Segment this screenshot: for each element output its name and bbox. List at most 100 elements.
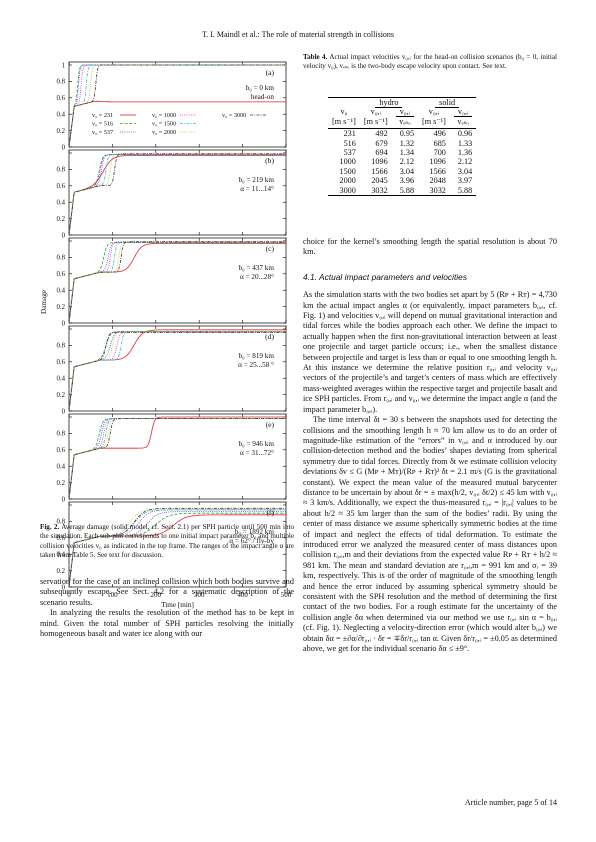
table-cell: 496 (433, 129, 446, 139)
table-row: 537 694 1.34 700 1.36 (328, 148, 476, 157)
damage-series-line (68, 418, 286, 500)
y-tick-label: 0.6 (57, 271, 66, 278)
y-tick-label: 0.8 (57, 255, 66, 262)
damage-series-line (68, 331, 286, 412)
table-cell: 1.33 (457, 138, 473, 148)
x-axis-label: Time [min] (161, 601, 194, 609)
left-column-body: servation for the case of an inclined co… (40, 577, 294, 639)
table-row: 516 679 1.32 685 1.33 (328, 139, 476, 148)
y-tick-label: 0.4 (57, 200, 66, 207)
table-cell: 700 (433, 148, 446, 158)
panel-letter: (d) (265, 332, 274, 341)
x-tick-label: 400 (237, 591, 248, 599)
table-caption-text: Actual impact velocities v₀,ᵢ for the he… (303, 53, 557, 71)
y-tick-label: 0.8 (57, 79, 66, 86)
table-cell: 2045 (371, 176, 388, 186)
damage-panel: 0 0.2 0.4 0.6 0.8 (e) b₀ = 946 kmα = 31...72° (57, 413, 287, 503)
damage-series-line (68, 154, 286, 236)
y-tick-label: 0.4 (57, 464, 66, 471)
y-tick-label: 0 (62, 144, 66, 151)
panel-impact-parameter: b₀ = 219 km (238, 176, 274, 184)
table-header-v0i: v₀,ᵢ (428, 107, 440, 117)
table-header-ratio-den: vₑₛₒ (391, 116, 419, 130)
damage-panel: 0 0.2 0.4 0.6 0.8 (b) b₀ = 219 kmα = 11...14° (57, 149, 287, 239)
panel-letter: (f) (266, 508, 274, 517)
table-cell: 5.88 (391, 185, 419, 197)
damage-series-line (68, 416, 286, 500)
table-cell: 2.12 (399, 157, 415, 167)
legend-entry: v₀ = 516 (92, 121, 113, 128)
damage-series-line (68, 418, 286, 500)
table-cell: 3.04 (457, 166, 473, 176)
y-tick-label: 0.2 (57, 304, 66, 311)
damage-series-line (68, 418, 286, 500)
damage-panel: 0 0.2 0.4 0.6 0.8 (f) b₀ = 1892 kmα = 62° / fl… (57, 501, 287, 591)
table-cell: 2.12 (457, 157, 473, 167)
damage-series-line (68, 241, 286, 324)
legend-entry: v₀ = 537 (92, 129, 113, 136)
y-tick-label: 0.2 (57, 392, 66, 399)
table-cell: 492 (375, 129, 388, 139)
y-tick-label: 0.8 (57, 431, 66, 438)
velocity-table: hydro solid v₀ v₀,ᵢ v₀,ᵢ v₀,ᵢ v₀,ᵢ [m s⁻… (328, 97, 477, 197)
damage-series-line (68, 64, 286, 148)
y-tick-label: 0.4 (57, 288, 66, 295)
table-cell: 2048 (429, 176, 446, 186)
table-header-v0i: v₀,ᵢ (370, 107, 381, 117)
damage-series-line (68, 508, 286, 588)
figure-caption: Fig. 2. Average damage (solid model, cf.… (40, 523, 294, 560)
x-tick-label: 100 (107, 591, 118, 599)
y-tick-label: 0.6 (57, 535, 66, 542)
table-cell: 685 (433, 138, 446, 148)
table-cell: 1096 (371, 157, 388, 167)
y-tick-label: 1 (62, 62, 65, 69)
paragraph: choice for the kernel’s smoothing length… (303, 237, 557, 257)
panel-letter: (e) (266, 420, 275, 429)
paragraph: In analyzing the results the resolution … (40, 608, 294, 639)
damage-series-line (68, 153, 286, 236)
damage-series-line (68, 242, 286, 324)
paragraph: As the simulation starts with the two bo… (303, 290, 557, 414)
table-group-hydro: hydro (359, 97, 419, 108)
damage-series-line (68, 507, 286, 588)
damage-series-line (68, 154, 286, 236)
table-body: 231 492 0.95 496 0.96 516 679 1.32 685 1.33 537 694… (328, 129, 477, 197)
table-cell: 1566 (371, 166, 388, 176)
right-column-body: choice for the kernel’s smoothing length… (303, 237, 557, 654)
panel-letter: (a) (266, 68, 275, 77)
y-tick-label: 0.4 (57, 376, 66, 383)
table-cell: 1500 (339, 166, 356, 176)
panel-impact-parameter: b₀ = 1892 km (235, 528, 275, 536)
y-tick-label: 0.8 (57, 167, 66, 174)
damage-series-line (68, 418, 286, 500)
table-header-ratio-num: v₀,ᵢ (392, 107, 418, 118)
y-tick-label: 0.4 (57, 552, 66, 559)
table-row: 231 492 0.95 496 0.96 (328, 129, 476, 139)
table-header-unit: [m s⁻¹] (359, 116, 392, 130)
damage-series-line (68, 242, 286, 324)
table-cell: 1.34 (399, 148, 415, 158)
paragraph: servation for the case of an inclined co… (40, 577, 294, 607)
table-header-unit: [m s⁻¹] (418, 116, 450, 130)
table-cell: 1000 (339, 157, 356, 167)
table-group-solid: solid (418, 97, 477, 108)
panel-impact-angle: α = 31...72° (240, 449, 274, 457)
section-heading: 4.1. Actual impact parameters and veloci… (303, 271, 468, 282)
damage-series-line (68, 241, 286, 324)
y-tick-label: 0 (62, 584, 66, 591)
y-tick-label: 0 (62, 496, 66, 503)
damage-series-line (68, 331, 286, 412)
table-header-ratio-num: v₀,ᵢ (450, 107, 476, 118)
damage-series-line (68, 154, 286, 236)
table-header-v0: v₀ (340, 107, 348, 117)
figure-caption-text: Average damage (solid model, cf. Sect. 2… (40, 523, 294, 559)
damage-series-line (68, 154, 286, 236)
table-header-unit: [m s⁻¹] (328, 116, 360, 130)
table-cell: 5.88 (449, 185, 477, 197)
panel-impact-angle: α = 20...28° (240, 273, 274, 281)
legend-entry: v₀ = 1000 (152, 112, 176, 119)
damage-series-line (68, 243, 286, 324)
y-tick-label: 0.6 (57, 359, 66, 366)
damage-series-line (68, 511, 286, 588)
table-cell: 0.96 (457, 129, 473, 139)
